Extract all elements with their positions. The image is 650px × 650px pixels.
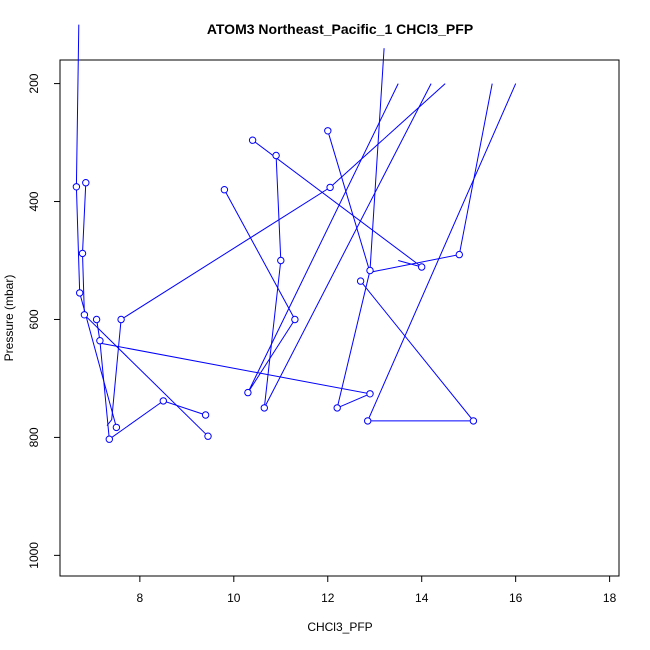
- x-tick-label: 18: [603, 591, 617, 605]
- data-point: [76, 289, 84, 297]
- data-point: [356, 277, 365, 285]
- data-point: [324, 127, 332, 135]
- data-point: [469, 417, 478, 425]
- data-point: [418, 263, 426, 271]
- data-point: [364, 417, 372, 425]
- plot-points: [72, 127, 478, 443]
- y-axis-label: Pressure (mbar): [2, 275, 16, 362]
- data-point: [326, 183, 334, 192]
- series-line: [81, 182, 209, 437]
- data-point: [220, 186, 229, 194]
- plot-lines: [75, 24, 517, 441]
- data-point: [291, 315, 299, 324]
- x-tick-label: 14: [415, 591, 429, 605]
- data-point: [277, 256, 285, 265]
- series-line: [327, 83, 493, 273]
- data-point: [333, 404, 341, 412]
- data-point: [366, 266, 374, 275]
- x-tick-label: 8: [137, 591, 144, 605]
- y-axis: 200 400 600 800 1000: [27, 73, 61, 569]
- data-point: [272, 151, 280, 160]
- data-point: [92, 315, 101, 324]
- data-point: [105, 435, 114, 443]
- series-line: [106, 319, 122, 426]
- data-point: [117, 315, 125, 324]
- data-point: [78, 249, 87, 258]
- series-line: [360, 83, 517, 422]
- series-line: [120, 83, 446, 320]
- series-line: [96, 319, 206, 441]
- chart-title: ATOM3 Northeast_Pacific_1 CHCl3_PFP: [207, 21, 473, 37]
- series-line: [263, 83, 432, 409]
- data-point: [204, 432, 212, 440]
- plot-frame: [59, 59, 620, 577]
- data-point: [159, 397, 168, 405]
- series-line: [223, 83, 399, 393]
- series-line: [75, 24, 117, 428]
- x-axis: 8 10 12 14 16 18: [137, 575, 617, 605]
- x-tick-label: 12: [321, 591, 335, 605]
- data-point: [260, 404, 268, 412]
- data-point: [248, 136, 257, 144]
- x-tick-label: 10: [227, 591, 241, 605]
- x-axis-label: CHCl3_PFP: [307, 620, 372, 634]
- data-point: [366, 390, 374, 398]
- y-tick-label: 400: [27, 191, 41, 211]
- series-line: [99, 48, 385, 409]
- x-tick-label: 16: [509, 591, 523, 605]
- data-point: [72, 183, 81, 191]
- data-point: [244, 388, 252, 397]
- data-point: [96, 337, 104, 345]
- data-point: [82, 179, 90, 187]
- y-tick-label: 1000: [27, 542, 41, 569]
- y-tick-label: 800: [27, 427, 41, 447]
- y-tick-label: 200: [27, 73, 41, 93]
- data-point: [201, 411, 210, 419]
- data-point: [112, 423, 121, 432]
- data-point: [80, 311, 89, 319]
- data-point: [455, 250, 463, 259]
- y-tick-label: 600: [27, 309, 41, 329]
